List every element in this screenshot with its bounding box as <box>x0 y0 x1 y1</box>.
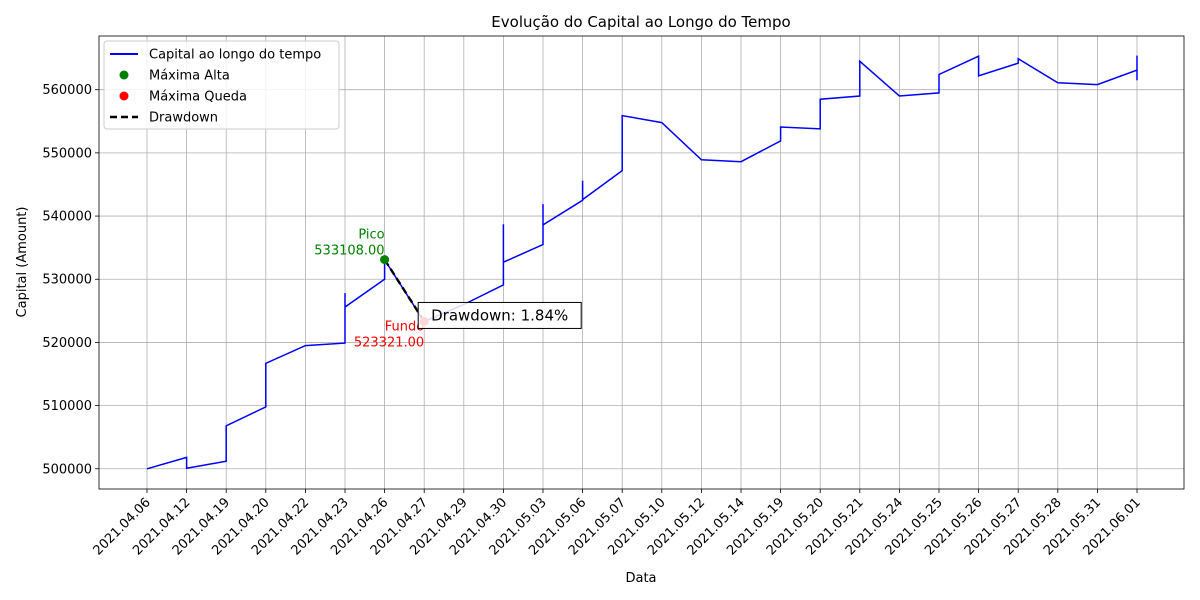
y-tick-label: 520000 <box>42 336 92 351</box>
peak-marker <box>380 255 390 265</box>
peak-label: Pico <box>358 228 384 243</box>
legend-label: Máxima Alta <box>149 69 230 84</box>
legend-box <box>103 40 340 130</box>
drawdown-text: Drawdown: 1.84% <box>431 306 568 324</box>
drawdown-box <box>417 301 582 329</box>
y-tick-label: 540000 <box>42 210 92 225</box>
grid-lines <box>99 36 1184 489</box>
y-tick-label: 550000 <box>42 146 92 161</box>
peak-value: 533108.00 <box>314 244 384 259</box>
trough-value: 523321.00 <box>354 335 424 350</box>
legend-label: Máxima Queda <box>149 90 247 105</box>
plot-frame <box>98 35 1185 490</box>
legend-label: Drawdown <box>149 111 218 126</box>
trough-label: Fundo <box>385 319 424 334</box>
legend-swatch-dot <box>119 70 129 80</box>
drawdown-line <box>383 258 426 323</box>
legend-label: Capital ao longo do tempo <box>149 48 321 63</box>
chart-title: Evolução do Capital ao Longo do Tempo <box>491 13 790 31</box>
legend: Capital ao longo do tempo Máxima Alta Máxi… <box>103 40 340 130</box>
y-tick-label: 510000 <box>42 399 92 414</box>
y-tick-label: 530000 <box>42 273 92 288</box>
legend-swatch-dot <box>119 91 129 101</box>
y-tick-label: 500000 <box>42 462 92 477</box>
capital-line <box>146 55 1138 470</box>
y-tick-label: 560000 <box>42 83 92 98</box>
x-axis-label: Data <box>625 571 656 586</box>
y-axis-label: Capital (Amount) <box>15 207 30 318</box>
